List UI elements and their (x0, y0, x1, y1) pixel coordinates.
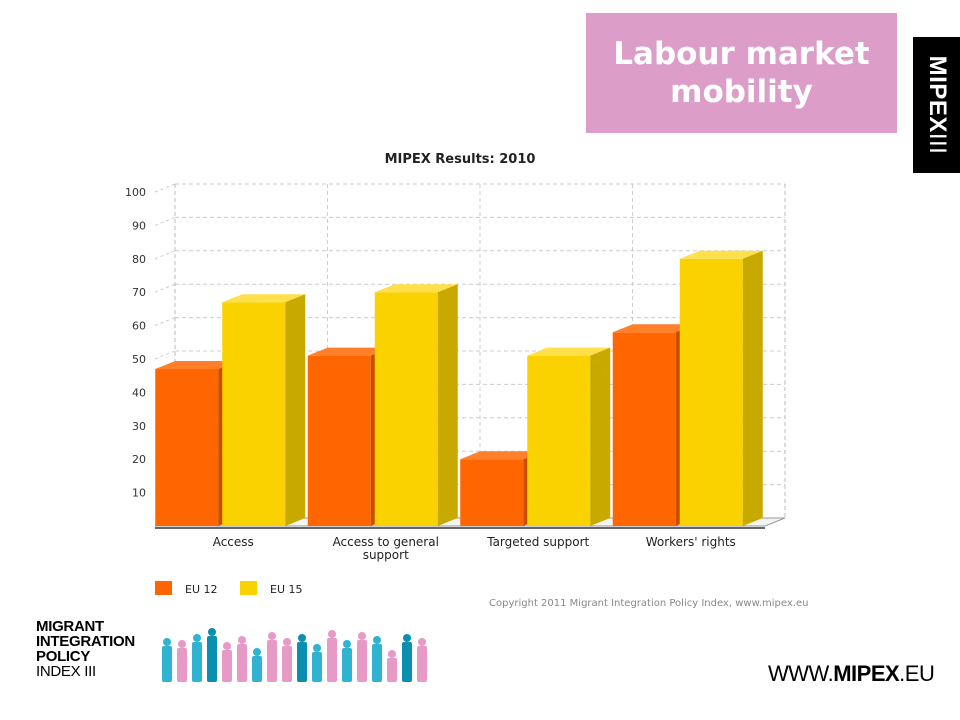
bar-front-eu-12 (307, 355, 371, 526)
bar-top (374, 284, 458, 293)
person-figure-icon (207, 628, 217, 682)
mipex-results-chart: MIPEX Results: 2010102030405060708090100… (125, 152, 808, 609)
legend-label: EU 12 (185, 583, 218, 596)
bar-side (437, 284, 458, 526)
gridline-side (154, 250, 176, 260)
chart-copyright: Copyright 2011 Migrant Integration Polic… (489, 598, 808, 609)
legend-label: EU 15 (270, 583, 303, 596)
y-tick-label: 80 (132, 253, 146, 266)
mipex-side-tab-label: MIPEXIII (924, 55, 951, 155)
person-figure-icon (252, 648, 262, 682)
section-title-box: Labour market mobility (586, 13, 897, 133)
people-figures-illustration (162, 628, 427, 682)
person-figure-icon (267, 632, 277, 682)
gridline-side (154, 350, 176, 360)
y-tick-label: 70 (132, 286, 146, 299)
legend-swatch (240, 581, 257, 595)
logo-line: POLICY (36, 648, 91, 665)
y-tick-label: 40 (132, 386, 146, 399)
y-tick-label: 30 (132, 420, 146, 433)
person-figure-icon (342, 640, 352, 682)
bar-front-eu-15 (527, 355, 591, 526)
bar-top (222, 294, 306, 303)
bar-front-eu-15 (222, 302, 286, 526)
mipex-logo-text: MIGRANT INTEGRATION POLICY INDEX III (36, 619, 156, 679)
person-figure-icon (192, 634, 202, 682)
y-tick-label: 20 (132, 453, 146, 466)
person-figure-icon (402, 634, 412, 682)
person-figure-icon (297, 634, 307, 682)
bar-front-eu-15 (679, 258, 743, 526)
person-figure-icon (357, 632, 367, 682)
person-figure-icon (312, 644, 322, 682)
y-tick-label: 90 (132, 219, 146, 232)
y-tick-label: 60 (132, 320, 146, 333)
bar-front-eu-12 (155, 369, 219, 526)
x-tick-label: Workers' rights (646, 535, 736, 549)
bar-top (460, 451, 544, 460)
x-tick-label: support (363, 548, 409, 562)
bar-top (612, 324, 696, 333)
x-tick-label: Access to general (333, 535, 439, 549)
person-figure-icon (222, 642, 232, 682)
bar-top (307, 347, 391, 356)
person-figure-icon (327, 630, 337, 682)
bar-side (285, 294, 306, 526)
y-tick-label: 50 (132, 353, 146, 366)
logo-line: MIGRANT (36, 618, 104, 635)
gridline-side (154, 216, 176, 226)
gridline-side (154, 317, 176, 327)
person-figure-icon (237, 636, 247, 682)
mipex-side-tab: MIPEXIII (913, 37, 960, 173)
y-tick-label: 100 (125, 186, 146, 199)
person-figure-icon (417, 638, 427, 682)
logo-line: INTEGRATION (36, 633, 135, 650)
gridline-side (154, 283, 176, 293)
x-tick-label: Access (213, 535, 254, 549)
bar-front-eu-15 (374, 292, 438, 526)
chart-title: MIPEX Results: 2010 (385, 152, 536, 167)
person-figure-icon (387, 650, 397, 682)
person-figure-icon (282, 638, 292, 682)
bar-top (527, 347, 611, 356)
x-tick-label: Targeted support (486, 535, 589, 549)
website-url[interactable]: WWW.MIPEX.EU (768, 661, 935, 686)
person-figure-icon (162, 638, 172, 682)
section-title: Labour market mobility (613, 36, 870, 110)
legend-swatch (155, 581, 172, 595)
person-figure-icon (372, 636, 382, 682)
bar-front-eu-12 (612, 332, 676, 526)
bar-top (679, 250, 763, 259)
bar-top (155, 361, 239, 370)
bar-front-eu-12 (460, 459, 524, 526)
bar-side (742, 250, 763, 527)
logo-line: INDEX III (36, 663, 96, 680)
person-figure-icon (177, 640, 187, 682)
y-tick-label: 10 (132, 487, 146, 500)
bar-side (590, 347, 611, 526)
gridline-side (154, 183, 176, 193)
